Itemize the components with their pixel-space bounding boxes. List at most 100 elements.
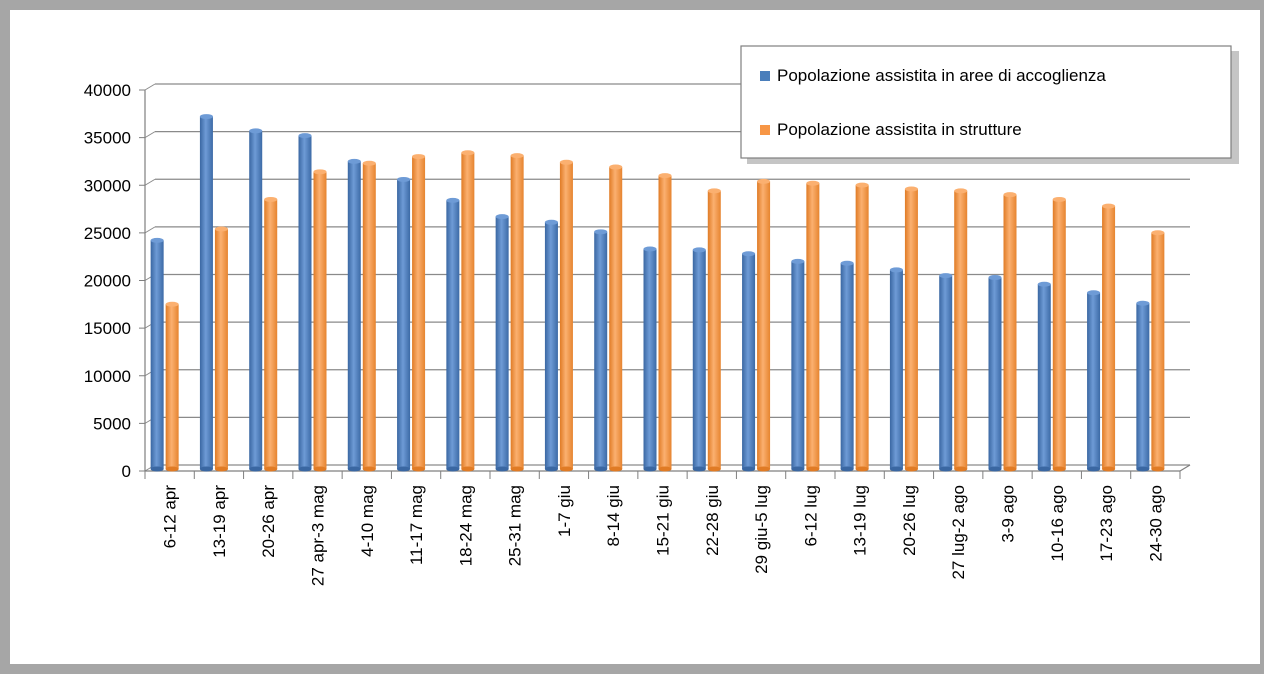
bar: [692, 247, 706, 472]
bar-top: [264, 196, 278, 202]
bar: [609, 164, 623, 472]
bar: [165, 301, 179, 472]
y-tick-label: 35000: [84, 129, 131, 148]
bar-base: [806, 466, 820, 472]
bar-body: [510, 155, 524, 469]
x-tick-label: 15-21 giu: [654, 485, 673, 556]
bar: [742, 251, 756, 472]
bar-top: [150, 237, 164, 243]
bar-top: [742, 251, 756, 257]
bar-top: [692, 247, 706, 253]
bar-top: [757, 178, 771, 184]
bar-base: [446, 466, 460, 472]
y-tick-label: 40000: [84, 81, 131, 100]
legend-box: [740, 45, 1232, 159]
bar-body: [544, 222, 558, 469]
bar-base: [1136, 466, 1150, 472]
bar-body: [313, 171, 327, 469]
bar-base: [1037, 466, 1051, 472]
bar-base: [988, 466, 1002, 472]
bar-top: [510, 153, 524, 159]
x-tick-label: 11-17 mag: [407, 485, 426, 565]
legend: Popolazione assistita in aree di accogli…: [740, 45, 1239, 164]
bar: [791, 258, 805, 472]
bar-body: [1102, 206, 1116, 470]
bar-body: [609, 167, 623, 469]
legend-label: Popolazione assistita in strutture: [777, 120, 1022, 139]
bar-top: [165, 301, 179, 307]
bar-body: [1151, 232, 1165, 469]
gridline-side: [144, 178, 156, 186]
bar-base: [313, 466, 327, 472]
y-tick-label: 10000: [84, 367, 131, 386]
bar-base: [397, 466, 411, 472]
bar-body: [643, 248, 657, 469]
y-tick-label: 30000: [84, 176, 131, 195]
gridline-side: [144, 226, 156, 234]
x-axis-depth: [1179, 464, 1191, 472]
bar-top: [397, 176, 411, 182]
bar-top: [609, 164, 623, 170]
bar: [1003, 192, 1017, 472]
bar-body: [707, 190, 721, 469]
bar-top: [362, 160, 376, 166]
bar: [904, 186, 918, 472]
bar-top: [1151, 230, 1165, 236]
bar-base: [742, 466, 756, 472]
bar-base: [1151, 466, 1165, 472]
bar-top: [1037, 281, 1051, 287]
x-tick-label: 4-10 mag: [358, 485, 377, 557]
bar-top: [1102, 203, 1116, 209]
bar-base: [495, 466, 509, 472]
bar-body: [249, 130, 263, 470]
bar-body: [347, 161, 361, 469]
bar: [806, 180, 820, 472]
bar-base: [214, 466, 228, 472]
bar-top: [412, 154, 426, 160]
bar-top: [1003, 192, 1017, 198]
bar-body: [1037, 284, 1051, 469]
bar-top: [643, 246, 657, 252]
x-tick-label: 18-24 mag: [456, 485, 475, 566]
bar-top: [988, 275, 1002, 281]
x-tick-label: 20-26 apr: [259, 485, 278, 558]
bar-top: [954, 188, 968, 194]
bar-base: [559, 466, 573, 472]
bar: [347, 158, 361, 472]
bar: [658, 173, 672, 472]
bar: [298, 133, 312, 472]
bar: [707, 188, 721, 472]
bar-base: [1003, 466, 1017, 472]
bar-top: [806, 180, 820, 186]
bar: [1052, 196, 1066, 472]
x-tick-label: 6-12 apr: [161, 485, 180, 549]
bar-body: [692, 249, 706, 469]
bar: [855, 182, 869, 472]
bar-body: [199, 116, 213, 469]
bar-base: [1102, 466, 1116, 472]
bar-top: [214, 226, 228, 232]
bar-body: [791, 261, 805, 469]
bar-body: [165, 304, 179, 469]
bar-top: [249, 128, 263, 134]
bar-body: [757, 181, 771, 469]
grid-lines: [144, 83, 1190, 472]
bar: [199, 114, 213, 472]
bar-base: [840, 466, 854, 472]
bar-body: [298, 135, 312, 469]
bar-top: [1052, 196, 1066, 202]
bar-body: [495, 216, 509, 469]
bar-top: [313, 169, 327, 175]
bar: [249, 128, 263, 472]
bar-body: [594, 231, 608, 469]
legend-swatch: [760, 125, 770, 135]
bar-top: [495, 214, 509, 220]
bar-top: [707, 188, 721, 194]
bar: [1037, 281, 1051, 472]
bar-base: [298, 466, 312, 472]
bar: [757, 178, 771, 472]
bar-top: [939, 273, 953, 279]
x-tick-label: 25-31 mag: [506, 485, 525, 566]
bar-body: [658, 175, 672, 469]
